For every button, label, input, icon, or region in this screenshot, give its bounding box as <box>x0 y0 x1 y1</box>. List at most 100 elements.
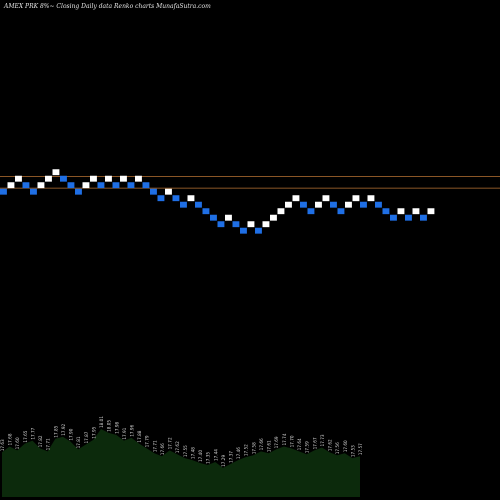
renko-brick <box>75 188 82 195</box>
renko-brick <box>37 182 45 189</box>
volume-label: 17.58 <box>251 442 256 454</box>
volume-label: 17.53 <box>350 445 355 457</box>
volume-label: 17.46 <box>236 447 241 459</box>
renko-brick <box>67 182 75 189</box>
volume-label: 17.68 <box>8 433 13 445</box>
renko-brick <box>420 214 427 221</box>
volume-label: 17.81 <box>76 436 81 448</box>
volume-label: 17.66 <box>160 443 165 455</box>
volume-area <box>2 429 360 497</box>
volume-label: 17.65 <box>23 430 28 442</box>
renko-brick <box>345 201 352 208</box>
renko-bricks <box>0 169 435 234</box>
renko-brick <box>240 227 247 234</box>
renko-brick <box>300 201 307 208</box>
renko-brick <box>120 175 127 182</box>
renko-brick <box>427 208 435 215</box>
renko-brick <box>45 175 52 182</box>
renko-brick <box>202 208 210 215</box>
volume-label: 17.59 <box>305 441 310 453</box>
volume-label: 18.05 <box>107 420 112 432</box>
volume-label: 17.64 <box>297 438 302 450</box>
renko-brick <box>382 208 390 215</box>
renko-brick <box>337 208 345 215</box>
volume-label: 17.88 <box>137 430 142 442</box>
volume-label: 17.44 <box>213 449 218 461</box>
volume-label: 17.77 <box>30 427 35 439</box>
volume-label: 17.95 <box>91 426 96 438</box>
renko-brick <box>15 175 22 182</box>
volume-label: 17.82 <box>38 435 43 447</box>
volume-fill <box>2 429 360 497</box>
volume-label: 17.69 <box>274 436 279 448</box>
renko-brick <box>352 195 360 202</box>
renko-brick <box>172 195 180 202</box>
volume-label: 17.98 <box>114 422 119 434</box>
volume-label: 17.62 <box>328 439 333 451</box>
renko-brick <box>255 227 262 234</box>
renko-brick <box>90 175 97 182</box>
renko-brick <box>285 201 292 208</box>
renko-brick <box>307 208 315 215</box>
volume-label: 17.48 <box>190 447 195 459</box>
renko-brick <box>210 214 217 221</box>
renko-brick <box>412 208 420 215</box>
volume-label: 18.01 <box>99 416 104 428</box>
renko-brick <box>217 221 225 228</box>
renko-brick <box>315 201 322 208</box>
renko-brick <box>405 214 412 221</box>
volume-label: 17.67 <box>312 437 317 449</box>
renko-brick <box>142 182 150 189</box>
volume-label: 17.72 <box>168 437 173 449</box>
renko-brick <box>165 188 172 195</box>
renko-brick <box>330 201 337 208</box>
volume-label: 17.85 <box>53 425 58 437</box>
volume-label: 17.37 <box>229 451 234 463</box>
volume-label: 17.96 <box>129 424 134 436</box>
renko-brick <box>225 214 232 221</box>
volume-label: 17.73 <box>320 434 325 446</box>
volume-label: 17.70 <box>289 435 294 447</box>
volume-label: 17.29 <box>221 455 226 467</box>
renko-brick <box>195 201 202 208</box>
renko-brick <box>60 175 67 182</box>
renko-brick <box>52 169 60 176</box>
renko-brick <box>7 182 15 189</box>
renko-brick <box>390 214 397 221</box>
renko-brick <box>232 221 240 228</box>
renko-brick <box>397 208 405 215</box>
volume-label: 17.40 <box>198 450 203 462</box>
volume-label: 17.91 <box>122 427 127 439</box>
renko-brick <box>367 195 375 202</box>
renko-brick <box>262 221 270 228</box>
volume-label: 17.52 <box>244 444 249 456</box>
volume-label: 17.74 <box>282 433 287 445</box>
renko-brick <box>247 221 255 228</box>
renko-brick <box>180 201 187 208</box>
renko-brick <box>127 182 135 189</box>
renko-brick <box>30 188 37 195</box>
renko-brick <box>150 188 157 195</box>
volume-label: 17.62 <box>175 441 180 453</box>
volume-label: 17.55 <box>183 445 188 457</box>
renko-brick <box>97 182 105 189</box>
renko-brick <box>135 175 142 182</box>
volume-label: 17.79 <box>145 435 150 447</box>
renko-brick <box>112 182 120 189</box>
volume-label: 17.71 <box>46 438 51 450</box>
volume-label: 17.63 <box>0 439 5 451</box>
renko-brick <box>157 195 165 202</box>
volume-label: 17.57 <box>358 443 363 455</box>
renko-brick <box>375 201 382 208</box>
renko-brick <box>0 188 7 195</box>
renko-brick <box>105 175 112 182</box>
volume-label: 17.60 <box>343 440 348 452</box>
renko-brick <box>82 182 90 189</box>
volume-label: 17.60 <box>15 437 20 449</box>
volume-label: 17.71 <box>152 440 157 452</box>
volume-label: 17.56 <box>335 442 340 454</box>
volume-label: 17.35 <box>206 452 211 464</box>
